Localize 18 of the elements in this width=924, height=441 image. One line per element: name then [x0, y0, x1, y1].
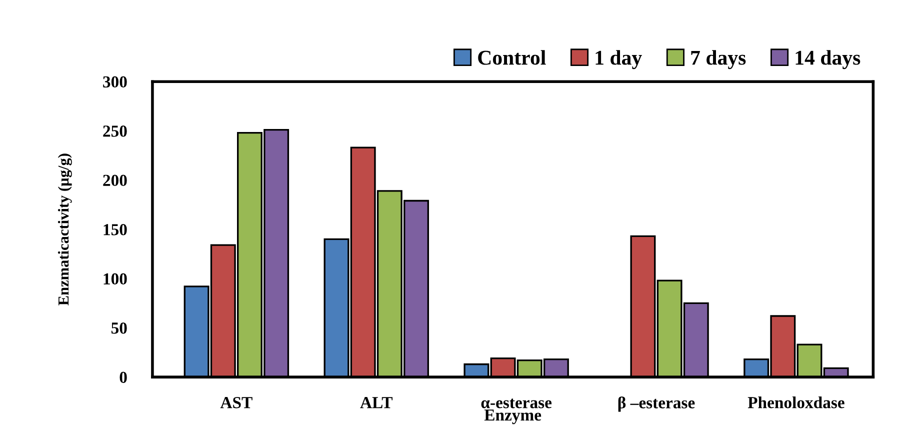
x-tick-label: ALT	[360, 397, 392, 408]
legend-label: 1 day	[596, 50, 642, 70]
x-tick-label: AST	[220, 397, 252, 408]
y-tick-label: 250	[103, 126, 127, 137]
x-tick-label: α-esterase	[481, 398, 552, 408]
y-tick-label: 150	[104, 224, 127, 236]
y-tick-label: 200	[103, 174, 127, 186]
legend-label: Control	[478, 50, 546, 65]
legend-label: 14 days	[796, 50, 860, 70]
x-axis-title: Enzyme	[484, 410, 542, 424]
y-tick-label: 300	[103, 76, 127, 88]
y-tick-label: 100	[104, 273, 127, 285]
y-axis-title: Enzmaticactivity (µg/g)	[58, 154, 72, 306]
x-tick-label: β –esterase	[618, 396, 695, 412]
y-tick-label: 0	[120, 372, 127, 383]
x-tick-label: Phenoloxdase	[748, 396, 844, 408]
legend-label: 7 days	[691, 50, 746, 70]
y-tick-label: 50	[111, 322, 127, 334]
